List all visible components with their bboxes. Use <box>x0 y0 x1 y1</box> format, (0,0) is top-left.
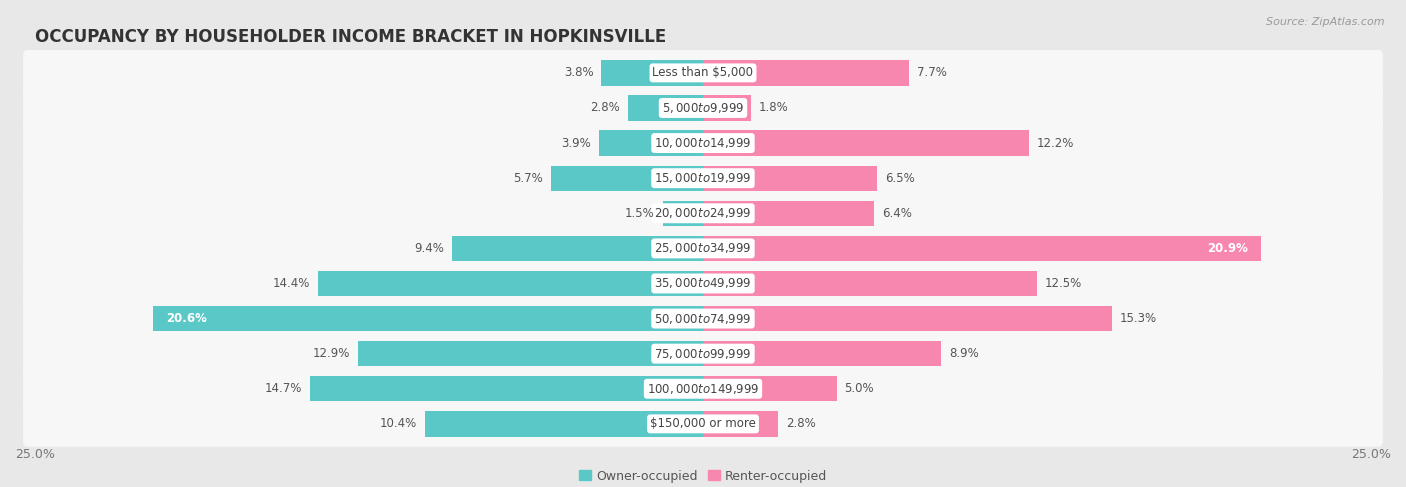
FancyBboxPatch shape <box>22 50 1384 95</box>
Bar <box>311 376 703 401</box>
Text: Less than $5,000: Less than $5,000 <box>652 66 754 79</box>
Bar <box>628 95 703 121</box>
Text: $15,000 to $19,999: $15,000 to $19,999 <box>654 171 752 185</box>
Text: 2.8%: 2.8% <box>591 101 620 114</box>
Bar <box>703 166 877 191</box>
FancyBboxPatch shape <box>22 225 1384 271</box>
Text: 3.8%: 3.8% <box>564 66 593 79</box>
Text: $20,000 to $24,999: $20,000 to $24,999 <box>654 206 752 220</box>
Text: 15.3%: 15.3% <box>1119 312 1157 325</box>
Text: Source: ZipAtlas.com: Source: ZipAtlas.com <box>1267 17 1385 27</box>
Text: 14.4%: 14.4% <box>273 277 311 290</box>
Text: $100,000 to $149,999: $100,000 to $149,999 <box>647 382 759 396</box>
Bar <box>425 411 703 436</box>
Text: 12.9%: 12.9% <box>314 347 350 360</box>
FancyBboxPatch shape <box>22 261 1384 306</box>
Bar <box>318 271 703 296</box>
Text: 20.9%: 20.9% <box>1208 242 1249 255</box>
Bar <box>703 236 1261 261</box>
Text: $75,000 to $99,999: $75,000 to $99,999 <box>654 347 752 361</box>
Text: 12.2%: 12.2% <box>1036 136 1074 150</box>
FancyBboxPatch shape <box>22 85 1384 131</box>
FancyBboxPatch shape <box>22 401 1384 447</box>
Text: 6.4%: 6.4% <box>882 207 912 220</box>
Bar <box>703 131 1029 156</box>
Bar <box>703 411 778 436</box>
Bar <box>703 95 751 121</box>
FancyBboxPatch shape <box>22 331 1384 376</box>
Text: 12.5%: 12.5% <box>1045 277 1083 290</box>
Text: 9.4%: 9.4% <box>413 242 444 255</box>
Text: OCCUPANCY BY HOUSEHOLDER INCOME BRACKET IN HOPKINSVILLE: OCCUPANCY BY HOUSEHOLDER INCOME BRACKET … <box>35 28 666 46</box>
Text: $50,000 to $74,999: $50,000 to $74,999 <box>654 312 752 326</box>
Text: $150,000 or more: $150,000 or more <box>650 417 756 431</box>
Text: $10,000 to $14,999: $10,000 to $14,999 <box>654 136 752 150</box>
Text: $35,000 to $49,999: $35,000 to $49,999 <box>654 277 752 290</box>
Text: 20.6%: 20.6% <box>166 312 207 325</box>
FancyBboxPatch shape <box>22 120 1384 166</box>
Text: 1.5%: 1.5% <box>626 207 655 220</box>
Bar <box>703 271 1036 296</box>
Bar <box>451 236 703 261</box>
Bar <box>703 60 908 86</box>
Bar <box>703 341 941 366</box>
Bar <box>703 376 837 401</box>
Bar <box>551 166 703 191</box>
Text: 1.8%: 1.8% <box>759 101 789 114</box>
Text: 7.7%: 7.7% <box>917 66 946 79</box>
Text: 2.8%: 2.8% <box>786 417 815 431</box>
FancyBboxPatch shape <box>22 155 1384 201</box>
Text: 5.7%: 5.7% <box>513 172 543 185</box>
FancyBboxPatch shape <box>22 296 1384 341</box>
Bar <box>153 306 703 331</box>
FancyBboxPatch shape <box>22 366 1384 412</box>
Bar <box>662 201 703 226</box>
Text: 6.5%: 6.5% <box>884 172 914 185</box>
Bar <box>359 341 703 366</box>
Bar <box>703 306 1112 331</box>
Bar <box>602 60 703 86</box>
Bar <box>703 201 875 226</box>
FancyBboxPatch shape <box>22 190 1384 236</box>
Text: 14.7%: 14.7% <box>264 382 302 395</box>
Text: $25,000 to $34,999: $25,000 to $34,999 <box>654 242 752 255</box>
Text: 10.4%: 10.4% <box>380 417 418 431</box>
Text: 3.9%: 3.9% <box>561 136 591 150</box>
Legend: Owner-occupied, Renter-occupied: Owner-occupied, Renter-occupied <box>574 465 832 487</box>
Text: $5,000 to $9,999: $5,000 to $9,999 <box>662 101 744 115</box>
Bar <box>599 131 703 156</box>
Text: 8.9%: 8.9% <box>949 347 979 360</box>
Text: 5.0%: 5.0% <box>845 382 875 395</box>
